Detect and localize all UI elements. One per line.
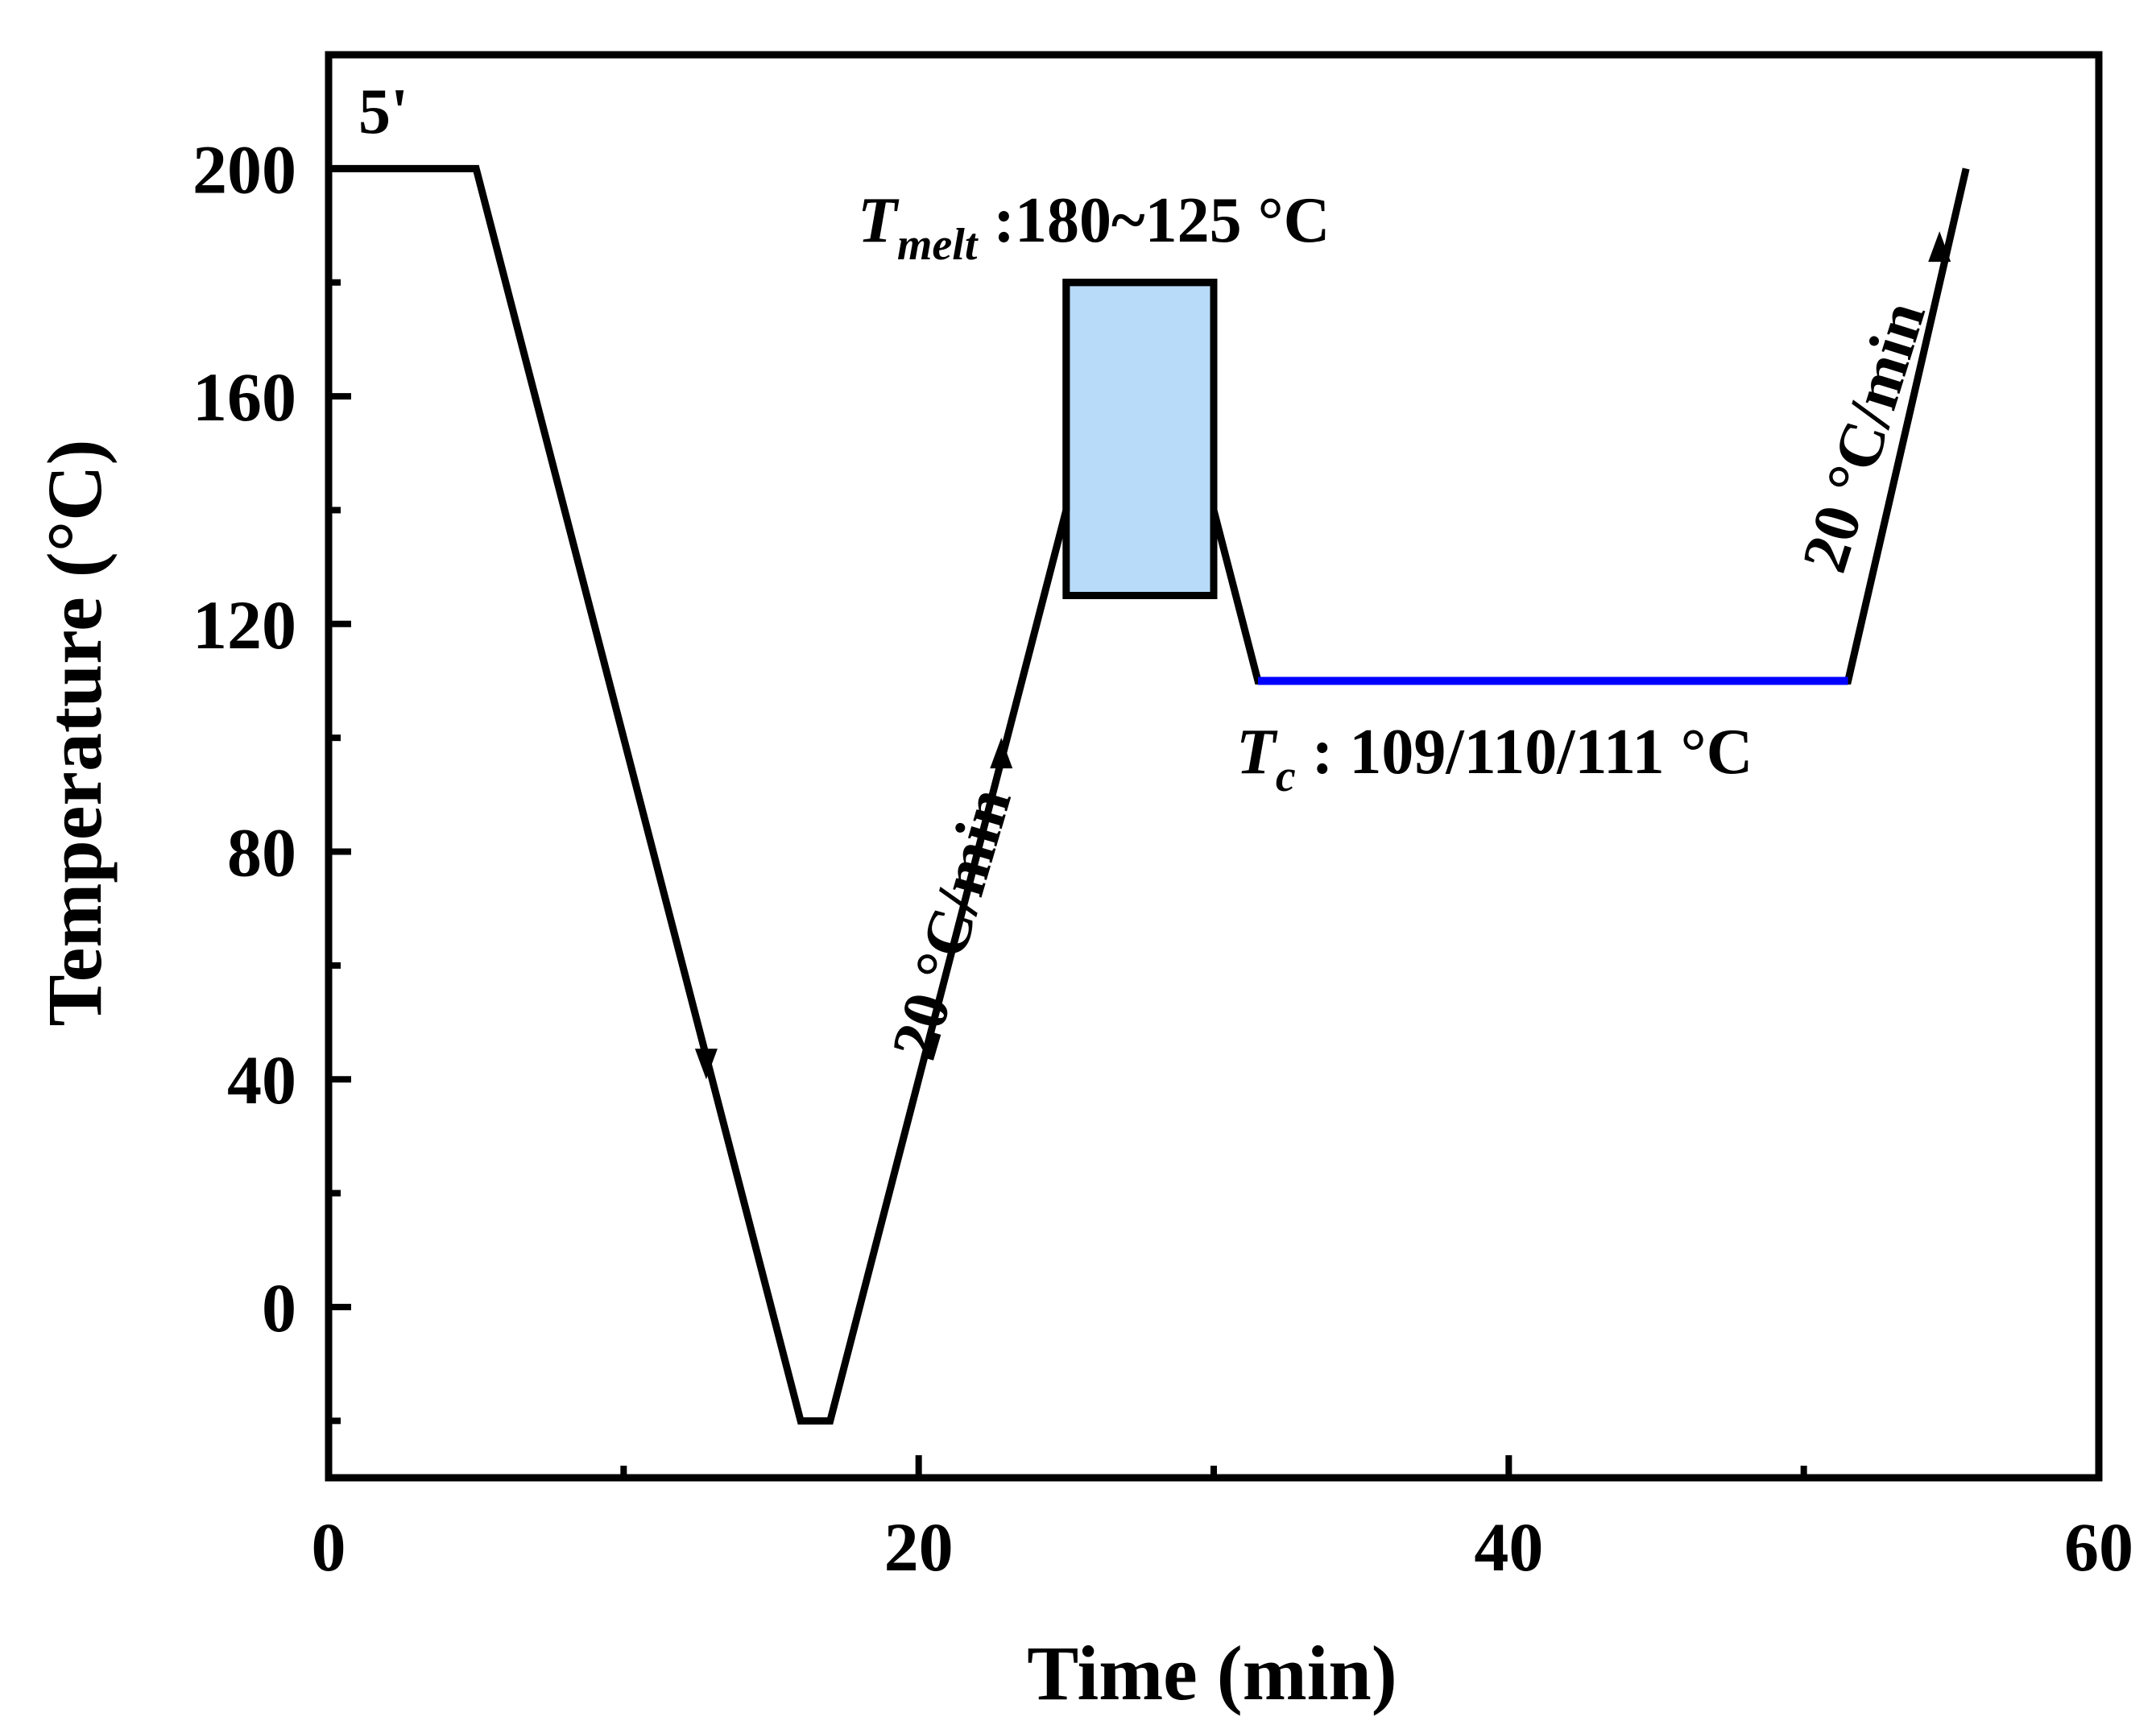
x-tick-label-2: 40 — [1474, 1508, 1543, 1586]
x-tick-label-0: 0 — [312, 1508, 346, 1586]
series-group — [329, 164, 1970, 1425]
y-axis-label: Temperature (°C) — [31, 440, 118, 1027]
y-tick-label-0: 0 — [262, 1269, 296, 1346]
x-tick-label-3: 60 — [2064, 1508, 2133, 1586]
plot-frame — [325, 51, 2103, 1482]
tc-label-main: T — [1236, 717, 1278, 788]
arrows-group — [694, 231, 1951, 1080]
y-tick-label-2: 80 — [227, 814, 296, 891]
direction-arrow-2 — [1928, 231, 1951, 263]
x-tick-label-1: 20 — [884, 1508, 954, 1586]
y-tick-label-3: 120 — [192, 586, 296, 664]
heating-rate-label-2: 20 °C/min — [1789, 293, 1939, 580]
melt-temperature-label: Tmelt :180~125 °C — [858, 185, 1330, 270]
direction-arrow-0 — [694, 1049, 718, 1080]
x-axis-ticks: 0 20 40 60 — [312, 1455, 2133, 1586]
melt-region-box — [1062, 279, 1218, 599]
x-axis-label: Time (min) — [1027, 1630, 1397, 1716]
tc-label-sub: c — [1276, 751, 1296, 801]
crystallization-temperature-label: Tc : 109/110/111 °C — [1236, 717, 1753, 801]
direction-arrow-1 — [990, 738, 1013, 769]
tc-label-rest: : 109/110/111 °C — [1296, 717, 1753, 788]
y-tick-label-1: 40 — [227, 1041, 296, 1119]
y-axis-ticks: 0 40 80 120 160 200 — [192, 130, 351, 1425]
melt-label-main: T — [858, 185, 900, 256]
melt-label-sub: melt — [897, 220, 979, 270]
y-tick-label-4: 160 — [192, 358, 296, 436]
melt-region — [1062, 279, 1218, 599]
y-tick-label-5: 200 — [192, 130, 296, 208]
heating-rate-label-1: 20 °C/min — [879, 780, 1025, 1067]
hold-time-label: 5' — [358, 77, 408, 147]
melt-label-rest: :180~125 °C — [977, 185, 1330, 256]
